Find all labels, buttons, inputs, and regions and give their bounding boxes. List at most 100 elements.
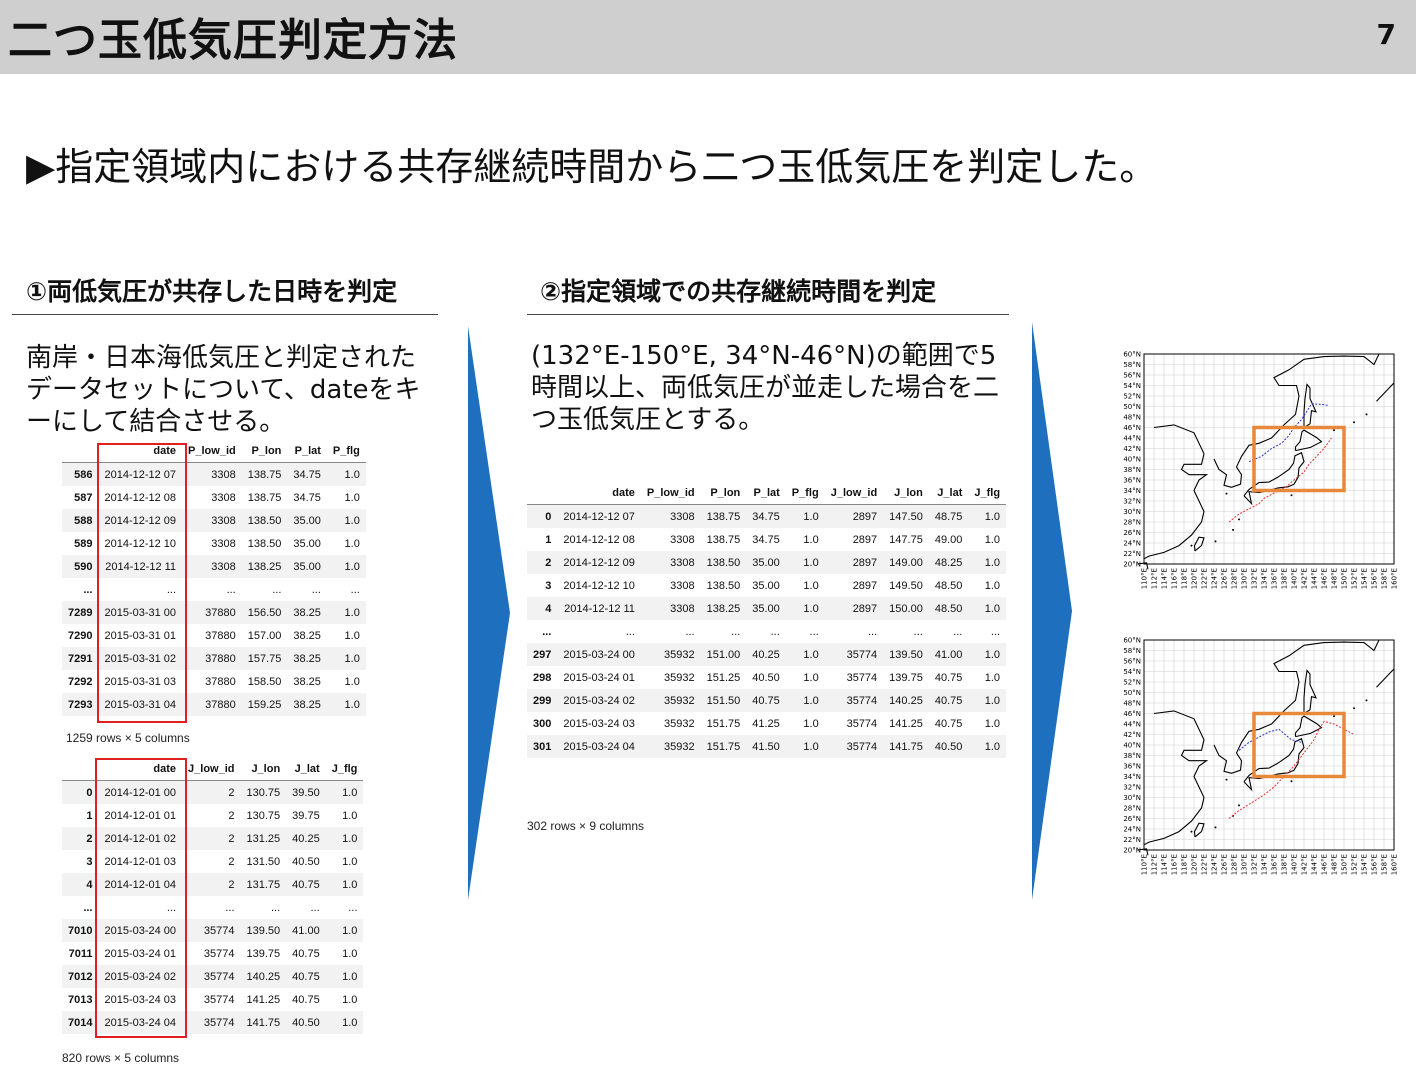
table-cell: ... — [311, 583, 321, 596]
table-cell: 149.50 — [889, 579, 923, 592]
table-cell: 1.0 — [968, 643, 1007, 666]
table-row: 301 2015-03-24 04 35932 151.75 41.50 1.0 35774… — [527, 735, 1007, 758]
table-merged-shape: 302 rows × 9 columns — [527, 819, 645, 833]
table-cell: 2014-12-12 08 — [563, 533, 635, 546]
table-cell: 2014-12-12 09 — [98, 509, 183, 532]
table-cell: 1.0 — [344, 537, 360, 550]
table-cell: ... — [348, 901, 358, 914]
table-cell: 1.0 — [342, 809, 358, 822]
table-cell: 157.00 — [247, 629, 282, 642]
coastline — [1137, 562, 1149, 570]
row-index: 4 — [527, 597, 558, 620]
table-cell: 1.0 — [803, 579, 819, 592]
lat-label: 56°N — [1123, 658, 1141, 666]
row-index: 590 — [62, 555, 99, 578]
table-cell: 159.25 — [241, 693, 288, 716]
table-cell: 3308 — [182, 462, 242, 486]
island-dot — [1353, 707, 1355, 710]
table-cell: 40.50 — [286, 1011, 326, 1034]
table-cell: 3308 — [211, 491, 236, 504]
table-cell: 3308 — [211, 537, 236, 550]
page-number: 7 — [1376, 18, 1396, 51]
date-key-highlight-1 — [97, 443, 187, 723]
table-cell: 149.00 — [883, 551, 929, 574]
table-cell: 151.25 — [706, 671, 741, 684]
table-row: 586 2014-12-12 07 3308 138.75 34.75 1.0 — [62, 462, 366, 486]
table-cell: 35774 — [203, 947, 235, 960]
table-cell: 151.75 — [706, 717, 741, 730]
lat-label: 40°N — [1123, 456, 1141, 464]
table-cell: 37880 — [182, 693, 242, 716]
lat-label: 30°N — [1123, 508, 1141, 516]
table-cell: 40.25 — [746, 643, 786, 666]
lon-label: 154°E — [1361, 568, 1369, 589]
table-cell: 40.50 — [752, 671, 780, 684]
table-cell: 3308 — [670, 579, 695, 592]
table-cell: 2 — [182, 780, 241, 804]
table-row: 7289 2015-03-31 00 37880 156.50 38.25 1.0 — [62, 601, 366, 624]
section1-heading: ①両低気圧が共存した日時を判定 — [26, 277, 398, 306]
table-cell: ... — [731, 625, 741, 638]
table-cell: 48.50 — [934, 579, 963, 592]
table-cell: 1.0 — [785, 504, 825, 528]
lat-label: 48°N — [1123, 700, 1141, 708]
table-cell: 2015-03-24 03 — [563, 717, 635, 730]
coastline — [1213, 353, 1380, 488]
row-index: 3 — [86, 855, 93, 868]
lat-label: 28°N — [1123, 805, 1141, 813]
lat-label: 52°N — [1123, 393, 1141, 401]
table-cell: 141.75 — [883, 735, 929, 758]
table-cell: 40.50 — [292, 855, 320, 868]
table-cell: ... — [350, 583, 360, 596]
table-cell: ... — [868, 625, 878, 638]
table-cell: 1.0 — [326, 647, 366, 670]
table-cell: 39.50 — [286, 780, 326, 804]
island-dot — [1232, 528, 1234, 531]
table-row: 4 2014-12-01 04 2 131.75 40.75 1.0 — [62, 873, 364, 896]
row-index: ... — [542, 625, 552, 638]
table-cell: 138.75 — [247, 491, 282, 504]
table-cell: 139.50 — [883, 643, 929, 666]
table-cell: 35774 — [824, 689, 884, 712]
island-dot — [1190, 830, 1193, 833]
table-cell: 1.0 — [968, 735, 1007, 758]
table-cell: 1.0 — [785, 735, 825, 758]
table-row: 7013 2015-03-24 03 35774 141.25 40.75 1.0 — [62, 988, 363, 1011]
table-cell: 2014-12-12 07 — [98, 462, 183, 486]
map-frame — [1143, 639, 1395, 851]
lat-label: 38°N — [1123, 466, 1141, 474]
table-row: 299 2015-03-24 02 35932 151.50 40.75 1.0 35774… — [527, 689, 1007, 712]
lon-label: 110°E — [1141, 854, 1149, 875]
table-cell: 1.0 — [326, 601, 366, 624]
row-index: 2 — [62, 827, 99, 850]
table-cell: 2015-03-24 04 — [98, 1011, 183, 1034]
table-row: 298 2015-03-24 01 35932 151.25 40.50 1.0 35774… — [527, 666, 1006, 689]
table-cell: 141.25 — [246, 993, 281, 1006]
lon-label: 136°E — [1271, 568, 1279, 589]
lat-label: 58°N — [1123, 361, 1141, 369]
slide-title: 二つ玉低気圧判定方法 — [8, 15, 458, 66]
table-cell: 2014-12-12 11 — [557, 597, 641, 620]
table-row: 7291 2015-03-31 02 37880 157.75 38.25 1.0 — [62, 647, 366, 670]
section2-description: (132°E-150°E, 34°N-46°N)の範囲で5時間以上、両低気圧が並… — [531, 341, 1000, 435]
table-cell: 35932 — [640, 689, 701, 712]
table-cell: 1.0 — [325, 873, 364, 896]
column-header: P_lon — [241, 440, 288, 463]
table-cell: 2015-03-31 03 — [104, 675, 177, 688]
table-cell: ... — [272, 583, 282, 596]
table-cell: 38.25 — [287, 647, 327, 670]
column-header: P_low_id — [640, 482, 701, 505]
lat-label: 24°N — [1123, 540, 1141, 548]
table-cell: 40.75 — [746, 689, 786, 712]
table-row: 590 2014-12-12 11 3308 138.25 35.00 1.0 — [62, 555, 366, 578]
table-cell: 2897 — [824, 504, 884, 528]
lat-label: 36°N — [1123, 763, 1141, 771]
table-cell: 2015-03-24 02 — [557, 689, 641, 712]
lon-label: 112°E — [1151, 854, 1159, 875]
table-cell: 35774 — [182, 1011, 241, 1034]
table-cell: ... — [990, 625, 1001, 638]
title-bar: 二つ玉低気圧判定方法 7 — [0, 0, 1416, 74]
table-cell: 35774 — [824, 735, 884, 758]
lat-label: 46°N — [1123, 710, 1141, 718]
island-dot — [1225, 778, 1228, 781]
